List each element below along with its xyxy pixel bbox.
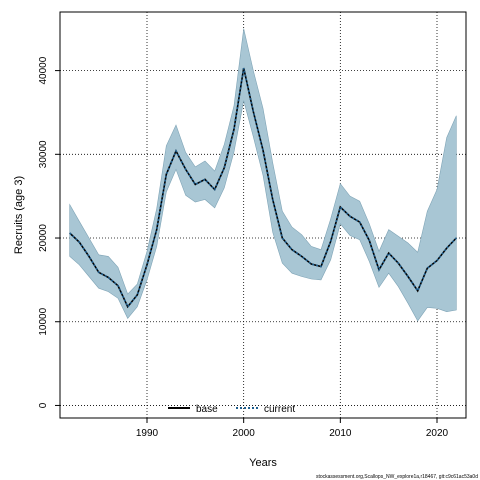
y-tick-label-40000: 40000 [38,56,49,84]
y-tick-label-30000: 30000 [38,140,49,168]
legend-label-current: current [264,404,295,415]
y-axis-title: Recruits (age 3) [13,176,25,254]
legend-label-base: base [196,404,218,415]
footer-source: stockassessment.org,Scallops_NW_explore1… [316,474,478,480]
x-tick-label-1990: 1990 [136,428,159,439]
x-axis: 1990 2000 2010 2020 [136,418,449,439]
series-line-current [69,67,457,309]
plot-frame [59,11,467,419]
y-tick-label-0: 0 [38,402,49,408]
confidence-band [69,28,457,322]
x-tick-label-2000: 2000 [233,428,256,439]
legend: base current [168,404,295,415]
x-axis-title: Years [249,457,277,469]
y-tick-label-20000: 20000 [38,224,49,252]
x-tick-label-2010: 2010 [329,428,352,439]
y-tick-label-10000: 10000 [38,307,49,335]
y-axis: 0 10000 20000 30000 40000 [38,56,60,408]
x-tick-label-2020: 2020 [426,428,449,439]
